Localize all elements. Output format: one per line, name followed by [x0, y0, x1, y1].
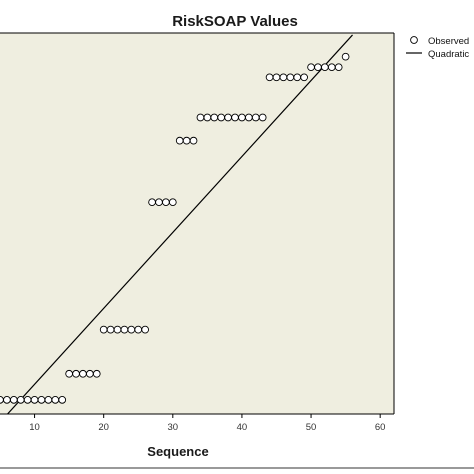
observed-point [0, 395, 4, 404]
observed-point [92, 369, 101, 378]
observed-point [65, 369, 73, 378]
observed-point [196, 113, 205, 122]
observed-point [106, 325, 115, 334]
observed-point [182, 136, 191, 145]
chart-title: RiskSOAP Values [172, 13, 298, 30]
observed-point [127, 325, 136, 334]
observed-point [99, 325, 108, 334]
observed-point [37, 395, 46, 404]
observed-point [155, 198, 163, 207]
observed-point [86, 369, 94, 378]
observed-point [30, 395, 39, 404]
x-axis-label: Sequence [147, 444, 208, 459]
observed-point [279, 73, 288, 82]
observed-point [72, 369, 80, 378]
x-tick-label: 20 [98, 422, 109, 433]
observed-point [286, 73, 295, 82]
observed-point [58, 395, 67, 404]
observed-point [113, 325, 122, 334]
observed-point [120, 325, 129, 334]
observed-point [334, 63, 343, 72]
observed-point [314, 63, 322, 72]
observed-point [134, 325, 143, 334]
observed-point [300, 73, 308, 82]
x-tick-label: 30 [168, 422, 179, 433]
x-tick-label: 50 [306, 422, 317, 433]
observed-point [79, 369, 87, 378]
observed-point [23, 395, 32, 404]
observed-point [231, 113, 239, 122]
fit-line [6, 34, 353, 414]
observed-point [217, 113, 226, 122]
observed-point [258, 113, 267, 122]
x-tick-label: 10 [29, 422, 40, 433]
observed-point [224, 113, 232, 122]
observed-point [341, 52, 350, 61]
legend-label-observed: Observed [428, 36, 469, 47]
observed-point [189, 136, 198, 145]
observed-point [141, 325, 150, 334]
series-layer [0, 34, 353, 414]
observed-point [251, 113, 260, 122]
observed-point [210, 113, 219, 122]
observed-point [148, 198, 156, 207]
observed-point [293, 73, 302, 82]
observed-point [9, 395, 18, 404]
observed-point [168, 198, 177, 207]
observed-point [203, 113, 212, 122]
observed-point [44, 395, 53, 404]
observed-point [272, 73, 281, 82]
observed-point [307, 63, 315, 72]
observed-point [321, 63, 329, 72]
legend-marker-observed [410, 36, 418, 44]
observed-point [327, 63, 336, 72]
x-tick-label: 40 [237, 422, 248, 433]
observed-point [162, 198, 170, 207]
observed-point [238, 113, 246, 122]
observed-point [3, 395, 11, 404]
axis-layer: 10 20 30 40 50 60 [0, 32, 474, 469]
legend[interactable]: Observed Quadratic [406, 36, 469, 60]
x-tick-label: 60 [375, 422, 386, 433]
observed-point [16, 395, 25, 404]
legend-label-quadratic: Quadratic [428, 49, 469, 60]
observed-point [265, 73, 274, 82]
observed-point [51, 395, 60, 404]
observed-point [244, 113, 253, 122]
observed-point [175, 136, 184, 145]
